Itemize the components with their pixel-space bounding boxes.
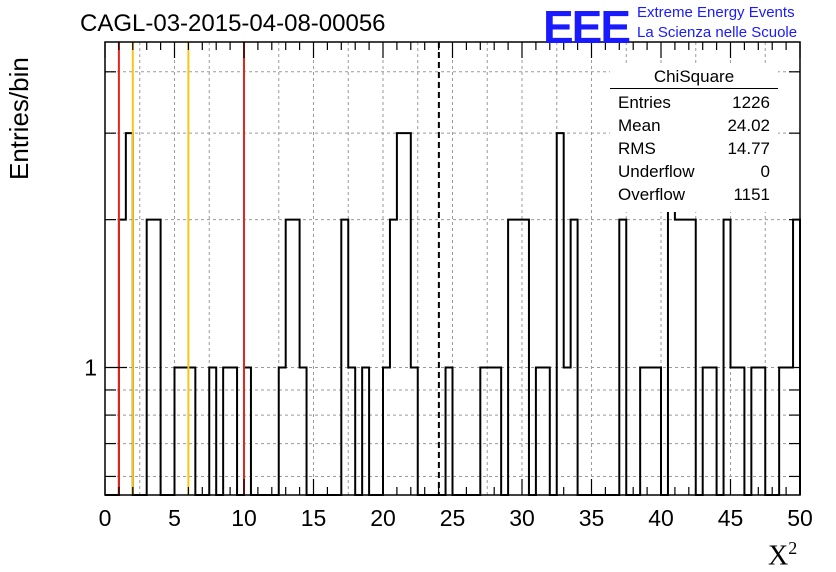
histogram-bin bbox=[244, 367, 251, 495]
eee-logo: EEE bbox=[543, 1, 631, 53]
x-tick-label: 30 bbox=[509, 505, 535, 531]
histogram-bin bbox=[223, 367, 230, 495]
x-tick-label: 25 bbox=[440, 505, 466, 531]
histogram-bin bbox=[230, 367, 237, 495]
histogram-bin bbox=[703, 367, 710, 495]
histogram-bin bbox=[383, 367, 390, 495]
stats-row-mean: Mean 24.02 bbox=[610, 114, 778, 137]
histogram-bin bbox=[619, 220, 626, 495]
histogram-bin bbox=[689, 220, 696, 495]
grid-lines bbox=[105, 42, 800, 495]
x-tick-label: 20 bbox=[370, 505, 396, 531]
histogram-bin bbox=[209, 367, 216, 495]
stats-label: Overflow bbox=[618, 185, 686, 204]
histogram-bin bbox=[793, 220, 800, 495]
histogram-bin bbox=[710, 367, 717, 495]
histogram-bin bbox=[404, 133, 411, 495]
x-tick-label: 40 bbox=[648, 505, 674, 531]
histogram-bin bbox=[487, 367, 494, 495]
x-tick-label: 5 bbox=[168, 505, 181, 531]
stats-label: RMS bbox=[618, 139, 656, 158]
histogram-bin bbox=[571, 220, 578, 495]
x-tick-label: 45 bbox=[718, 505, 744, 531]
histogram-bin bbox=[397, 133, 404, 495]
histogram-bin bbox=[536, 367, 543, 495]
stats-row-entries: Entries 1226 bbox=[610, 91, 778, 114]
histogram-bin bbox=[279, 367, 286, 495]
histogram-bin bbox=[675, 220, 682, 495]
axis-ticks bbox=[104, 42, 801, 495]
brand-line-1: Extreme Energy Events bbox=[637, 4, 795, 21]
x-axis-label: X2 bbox=[768, 538, 798, 572]
brand-line-2: La Scienza nelle Scuole bbox=[637, 24, 798, 41]
histogram-bin bbox=[543, 367, 550, 495]
y-axis-label: Entries/bin bbox=[4, 57, 34, 180]
histogram-bin bbox=[508, 220, 515, 495]
histogram-bin bbox=[647, 367, 654, 495]
histogram-bin bbox=[188, 367, 195, 495]
histogram-bin bbox=[654, 367, 661, 495]
stats-value: 24.02 bbox=[727, 116, 770, 135]
histogram-bin bbox=[682, 220, 689, 495]
histogram-bin bbox=[300, 367, 307, 495]
histogram-bin bbox=[515, 220, 522, 495]
histogram-bin bbox=[564, 367, 571, 495]
histogram-bin bbox=[737, 367, 744, 495]
x-tick-label: 15 bbox=[301, 505, 327, 531]
histogram-bin bbox=[390, 220, 397, 495]
stats-label: Underflow bbox=[618, 162, 695, 181]
histogram-bin bbox=[286, 220, 293, 495]
stats-value: 1226 bbox=[732, 93, 770, 112]
histogram-bin bbox=[779, 367, 786, 495]
histogram-bin bbox=[341, 220, 348, 495]
chart-title: CAGL-03-2015-04-08-00056 bbox=[80, 10, 386, 37]
x-tick-label: 10 bbox=[231, 505, 257, 531]
histogram-bin bbox=[147, 220, 154, 495]
histogram-bin bbox=[557, 133, 564, 495]
y-tick-label: 1 bbox=[84, 354, 97, 380]
x-tick-label: 35 bbox=[579, 505, 605, 531]
histogram-bin bbox=[731, 367, 738, 495]
axis-tick-labels: 0 5 10 15 20 25 30 35 40 45 50 1 bbox=[84, 354, 813, 531]
histogram-bin bbox=[522, 220, 529, 495]
histogram-bin bbox=[640, 367, 647, 495]
histogram-bin bbox=[494, 367, 501, 495]
histogram-bin bbox=[480, 367, 487, 495]
histogram-bin bbox=[293, 220, 300, 495]
x-tick-label: 0 bbox=[99, 505, 112, 531]
threshold-lines bbox=[117, 42, 440, 495]
histogram-bin bbox=[348, 367, 355, 495]
histogram-bin bbox=[154, 220, 161, 495]
histogram-bin bbox=[751, 367, 758, 495]
histogram-bin bbox=[181, 367, 188, 495]
histogram-bin bbox=[724, 220, 731, 495]
stats-value: 1151 bbox=[733, 185, 770, 204]
stats-row-underflow: Underflow 0 bbox=[610, 160, 778, 183]
histogram-bin bbox=[411, 367, 418, 495]
x-tick-label: 50 bbox=[787, 505, 813, 531]
histogram-bin bbox=[119, 220, 126, 495]
histogram-bin bbox=[362, 367, 369, 495]
histogram-bin bbox=[175, 367, 182, 495]
stats-title: ChiSquare bbox=[610, 66, 778, 89]
stats-row-rms: RMS 14.77 bbox=[610, 137, 778, 160]
stats-label: Entries bbox=[618, 93, 671, 112]
stats-box: ChiSquare Entries 1226 Mean 24.02 RMS 14.77… bbox=[610, 66, 778, 212]
histogram-bin bbox=[446, 367, 453, 495]
stats-value: 0 bbox=[760, 162, 770, 181]
histogram-bin bbox=[758, 367, 765, 495]
histogram-bin bbox=[126, 133, 133, 495]
stats-value: 14.77 bbox=[727, 139, 770, 158]
stats-row-overflow: Overflow 1151 bbox=[610, 183, 778, 206]
plot-frame bbox=[104, 41, 801, 496]
stats-label: Mean bbox=[618, 116, 661, 135]
